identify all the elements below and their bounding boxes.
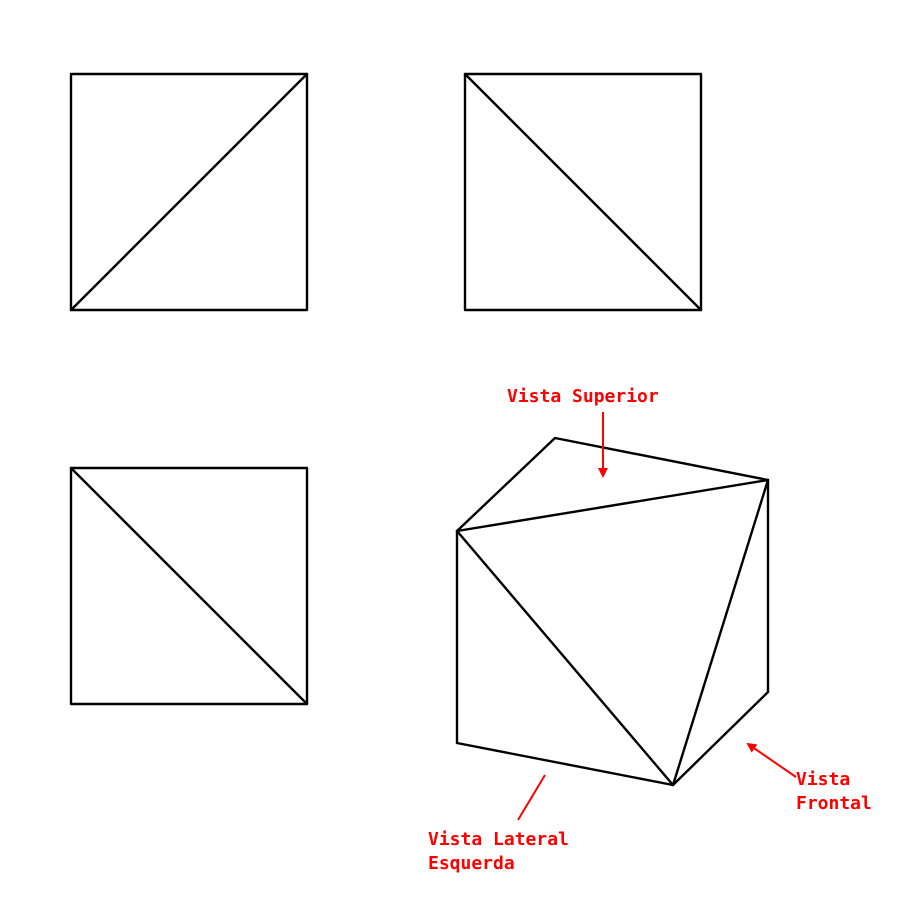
square-outline: [463, 72, 703, 312]
top-face-back-edges: [455, 436, 770, 533]
bottom-right-edge: [671, 690, 770, 787]
label-left-view-line2: Esquerda: [428, 853, 515, 874]
square-outline: [69, 466, 309, 706]
arrow-front-view: [746, 742, 797, 778]
label-left-view-line1: Vista Lateral: [428, 829, 569, 850]
view-square-bottom-left: [69, 466, 309, 706]
square-diagonal: [69, 466, 309, 706]
annotation-front-view: Vista Frontal: [746, 742, 872, 814]
arrow-left-view: [517, 774, 546, 821]
view-square-top-right: [463, 72, 703, 312]
annotation-left-view: Vista Lateral Esquerda: [428, 774, 569, 874]
square-diagonal: [69, 72, 309, 312]
bottom-left-edge: [455, 741, 675, 787]
view-square-top-left: [69, 72, 309, 312]
square-diagonal: [463, 72, 703, 312]
left-face-diagonal: [455, 529, 675, 787]
label-top-view: Vista Superior: [507, 386, 659, 407]
top-face-diagonal: [455, 478, 770, 533]
front-face-diagonal: [671, 478, 770, 787]
annotation-top-view: Vista Superior: [507, 386, 659, 478]
isometric-solid: [455, 436, 770, 787]
square-outline: [69, 72, 309, 312]
label-front-view-line2: Frontal: [796, 793, 872, 814]
label-front-view-line1: Vista: [796, 769, 850, 790]
